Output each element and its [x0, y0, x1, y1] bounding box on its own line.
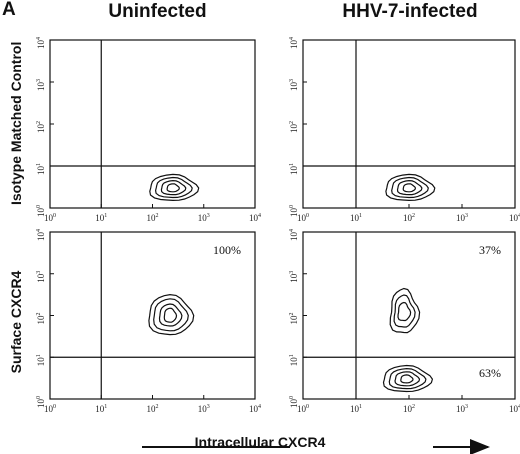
column-title-hhv7: HHV-7-infected	[342, 1, 478, 22]
x-tick-label: 101	[95, 404, 107, 414]
contour-line-0	[382, 364, 434, 393]
contour-line-3	[402, 183, 417, 193]
y-tick-label: 101	[36, 354, 46, 366]
y-tick-label: 100	[36, 396, 46, 408]
y-tick-label: 102	[289, 121, 299, 133]
contour-line-1	[154, 176, 193, 199]
quadrant-percentage-upper-right: 37%	[479, 243, 501, 257]
x-tick-label: 104	[249, 404, 261, 414]
y-tick-label: 100	[36, 205, 46, 217]
y-tick-label: 103	[36, 79, 46, 91]
x-tick-label: 100	[44, 213, 56, 223]
y-tick-label: 104	[36, 37, 46, 49]
contour-line-2	[396, 179, 423, 196]
contour-line-upper-1	[393, 294, 416, 328]
x-tick-label: 101	[95, 213, 107, 223]
y-tick-label: 103	[289, 79, 299, 91]
x-tick-label: 103	[198, 213, 210, 223]
plot-frame	[302, 39, 516, 209]
y-tick-label: 103	[289, 271, 299, 283]
x-tick-label: 104	[249, 213, 261, 223]
x-axis-label: Intracellular CXCR4	[194, 434, 326, 450]
y-tick-label: 100	[289, 205, 299, 217]
y-tick-label: 101	[289, 163, 299, 175]
x-tick-label: 101	[350, 213, 362, 223]
contour-line-0	[385, 173, 436, 202]
contour-line-0	[148, 293, 195, 336]
quadrant-percentage-lower-right: 63%	[479, 366, 501, 380]
x-tick-label: 102	[403, 404, 415, 414]
contour-line-3	[166, 183, 180, 193]
y-tick-label: 101	[289, 354, 299, 366]
y-tick-label: 104	[289, 37, 299, 49]
x-tick-label: 100	[44, 404, 56, 414]
contour-line-2	[160, 179, 187, 196]
x-tick-label: 103	[198, 404, 210, 414]
column-title-uninfected: Uninfected	[108, 1, 207, 22]
contour-line-0	[149, 173, 200, 202]
x-tick-label: 102	[147, 213, 159, 223]
contour-line-1	[391, 176, 429, 199]
y-tick-label: 104	[36, 229, 46, 241]
x-tick-label: 102	[147, 404, 159, 414]
contour-line-upper-2	[397, 301, 412, 322]
x-tick-label: 101	[350, 404, 362, 414]
y-tick-label: 103	[36, 271, 46, 283]
y-tick-label: 104	[289, 229, 299, 241]
y-tick-label: 102	[36, 121, 46, 133]
contour-line-upper-0	[389, 287, 421, 334]
x-tick-label: 104	[509, 213, 520, 223]
x-tick-label: 103	[456, 404, 468, 414]
contour-line-3	[163, 307, 178, 323]
plot-frame	[49, 231, 256, 400]
contour-line-2	[158, 303, 183, 327]
quadrant-percentage-upper-right: 100%	[213, 243, 241, 257]
y-tick-label: 102	[289, 313, 299, 325]
x-tick-label: 103	[456, 213, 468, 223]
panel-letter: A	[2, 0, 16, 20]
x-tick-label: 100	[297, 213, 309, 223]
y-tick-label: 102	[36, 313, 46, 325]
y-tick-label: 100	[289, 396, 299, 408]
contour-line-2	[394, 371, 421, 387]
y-tick-label: 101	[36, 163, 46, 175]
x-tick-label: 102	[403, 213, 415, 223]
x-tick-label: 100	[297, 404, 309, 414]
contour-line-1	[388, 367, 427, 390]
x-tick-label: 104	[509, 404, 520, 414]
contour-line-1	[153, 298, 189, 332]
contour-line-3	[400, 374, 414, 384]
